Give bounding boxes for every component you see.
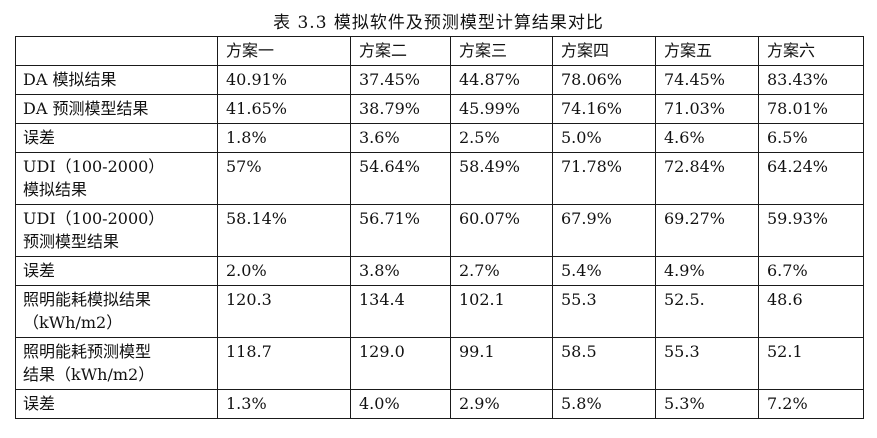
row-label: 照明能耗模拟结果 （kWh/m2）	[15, 285, 218, 338]
table-cell: 55.3	[655, 337, 759, 390]
table-cell: 74.16%	[552, 94, 656, 124]
table-cell: 1.3%	[217, 389, 351, 419]
table-cell: 58.49%	[450, 152, 553, 205]
header-cell-scheme-1: 方案一	[217, 36, 351, 66]
table-cell: 118.7	[217, 337, 351, 390]
table-row: 误差 2.0% 3.8% 2.7% 5.4% 4.9% 6.7%	[15, 256, 864, 286]
row-label: DA 模拟结果	[15, 65, 218, 95]
table-row: DA 模拟结果 40.91% 37.45% 44.87% 78.06% 74.4…	[15, 65, 864, 95]
table-cell: 41.65%	[217, 94, 351, 124]
table-cell: 1.8%	[217, 123, 351, 153]
table-row: DA 预测模型结果 41.65% 38.79% 45.99% 74.16% 71…	[15, 94, 864, 124]
table-row: UDI（100-2000） 模拟结果 57% 54.64% 58.49% 71.…	[15, 152, 864, 205]
header-cell-scheme-6: 方案六	[758, 36, 864, 66]
table-cell: 67.9%	[552, 204, 656, 257]
table-cell: 3.8%	[350, 256, 451, 286]
table-row: 照明能耗模拟结果 （kWh/m2） 120.3 134.4 102.1 55.3…	[15, 285, 864, 338]
table-cell: 74.45%	[655, 65, 759, 95]
header-cell-scheme-4: 方案四	[552, 36, 656, 66]
row-label: UDI（100-2000） 模拟结果	[15, 152, 218, 205]
table-cell: 71.03%	[655, 94, 759, 124]
table-row: 照明能耗预测模型 结果（kWh/m2） 118.7 129.0 99.1 58.…	[15, 337, 864, 390]
table-cell: 5.4%	[552, 256, 656, 286]
table-cell: 83.43%	[758, 65, 864, 95]
table-cell: 44.87%	[450, 65, 553, 95]
row-label: 误差	[15, 389, 218, 419]
table-cell: 48.6	[758, 285, 864, 338]
header-cell-scheme-5: 方案五	[655, 36, 759, 66]
table-cell: 129.0	[350, 337, 451, 390]
row-label: 误差	[15, 256, 218, 286]
table-cell: 78.01%	[758, 94, 864, 124]
row-label: UDI（100-2000） 预测模型结果	[15, 204, 218, 257]
row-label: DA 预测模型结果	[15, 94, 218, 124]
table-cell: 37.45%	[350, 65, 451, 95]
table-cell: 5.8%	[552, 389, 656, 419]
table-cell: 71.78%	[552, 152, 656, 205]
table-cell: 60.07%	[450, 204, 553, 257]
table-cell: 40.91%	[217, 65, 351, 95]
table-cell: 52.1	[758, 337, 864, 390]
table-cell: 3.6%	[350, 123, 451, 153]
table-cell: 6.5%	[758, 123, 864, 153]
table-cell: 2.7%	[450, 256, 553, 286]
table-cell: 72.84%	[655, 152, 759, 205]
table-cell: 2.0%	[217, 256, 351, 286]
table-cell: 134.4	[350, 285, 451, 338]
table-cell: 56.71%	[350, 204, 451, 257]
table-cell: 4.0%	[350, 389, 451, 419]
header-cell-corner	[15, 36, 218, 66]
table-cell: 69.27%	[655, 204, 759, 257]
table-cell: 4.6%	[655, 123, 759, 153]
header-cell-scheme-2: 方案二	[350, 36, 451, 66]
table-cell: 102.1	[450, 285, 553, 338]
table-cell: 58.5	[552, 337, 656, 390]
table-cell: 52.5.	[655, 285, 759, 338]
table-cell: 38.79%	[350, 94, 451, 124]
table-cell: 5.0%	[552, 123, 656, 153]
table-cell: 54.64%	[350, 152, 451, 205]
table-cell: 45.99%	[450, 94, 553, 124]
comparison-table: 方案一 方案二 方案三 方案四 方案五 方案六 DA 模拟结果 40.91% 3…	[15, 36, 864, 419]
table-row: 误差 1.3% 4.0% 2.9% 5.8% 5.3% 7.2%	[15, 389, 864, 419]
table-row: UDI（100-2000） 预测模型结果 58.14% 56.71% 60.07…	[15, 204, 864, 257]
table-cell: 2.5%	[450, 123, 553, 153]
table-cell: 6.7%	[758, 256, 864, 286]
table-cell: 2.9%	[450, 389, 553, 419]
table-cell: 120.3	[217, 285, 351, 338]
header-row: 方案一 方案二 方案三 方案四 方案五 方案六	[15, 36, 864, 66]
table-cell: 99.1	[450, 337, 553, 390]
table-cell: 78.06%	[552, 65, 656, 95]
table-caption: 表 3.3 模拟软件及预测模型计算结果对比	[273, 13, 604, 33]
table-cell: 57%	[217, 152, 351, 205]
row-label: 误差	[15, 123, 218, 153]
row-label: 照明能耗预测模型 结果（kWh/m2）	[15, 337, 218, 390]
table-row: 误差 1.8% 3.6% 2.5% 5.0% 4.6% 6.5%	[15, 123, 864, 153]
table-cell: 55.3	[552, 285, 656, 338]
table-cell: 64.24%	[758, 152, 864, 205]
table-cell: 58.14%	[217, 204, 351, 257]
table-cell: 5.3%	[655, 389, 759, 419]
table-cell: 59.93%	[758, 204, 864, 257]
table-cell: 4.9%	[655, 256, 759, 286]
table-cell: 7.2%	[758, 389, 864, 419]
header-cell-scheme-3: 方案三	[450, 36, 553, 66]
